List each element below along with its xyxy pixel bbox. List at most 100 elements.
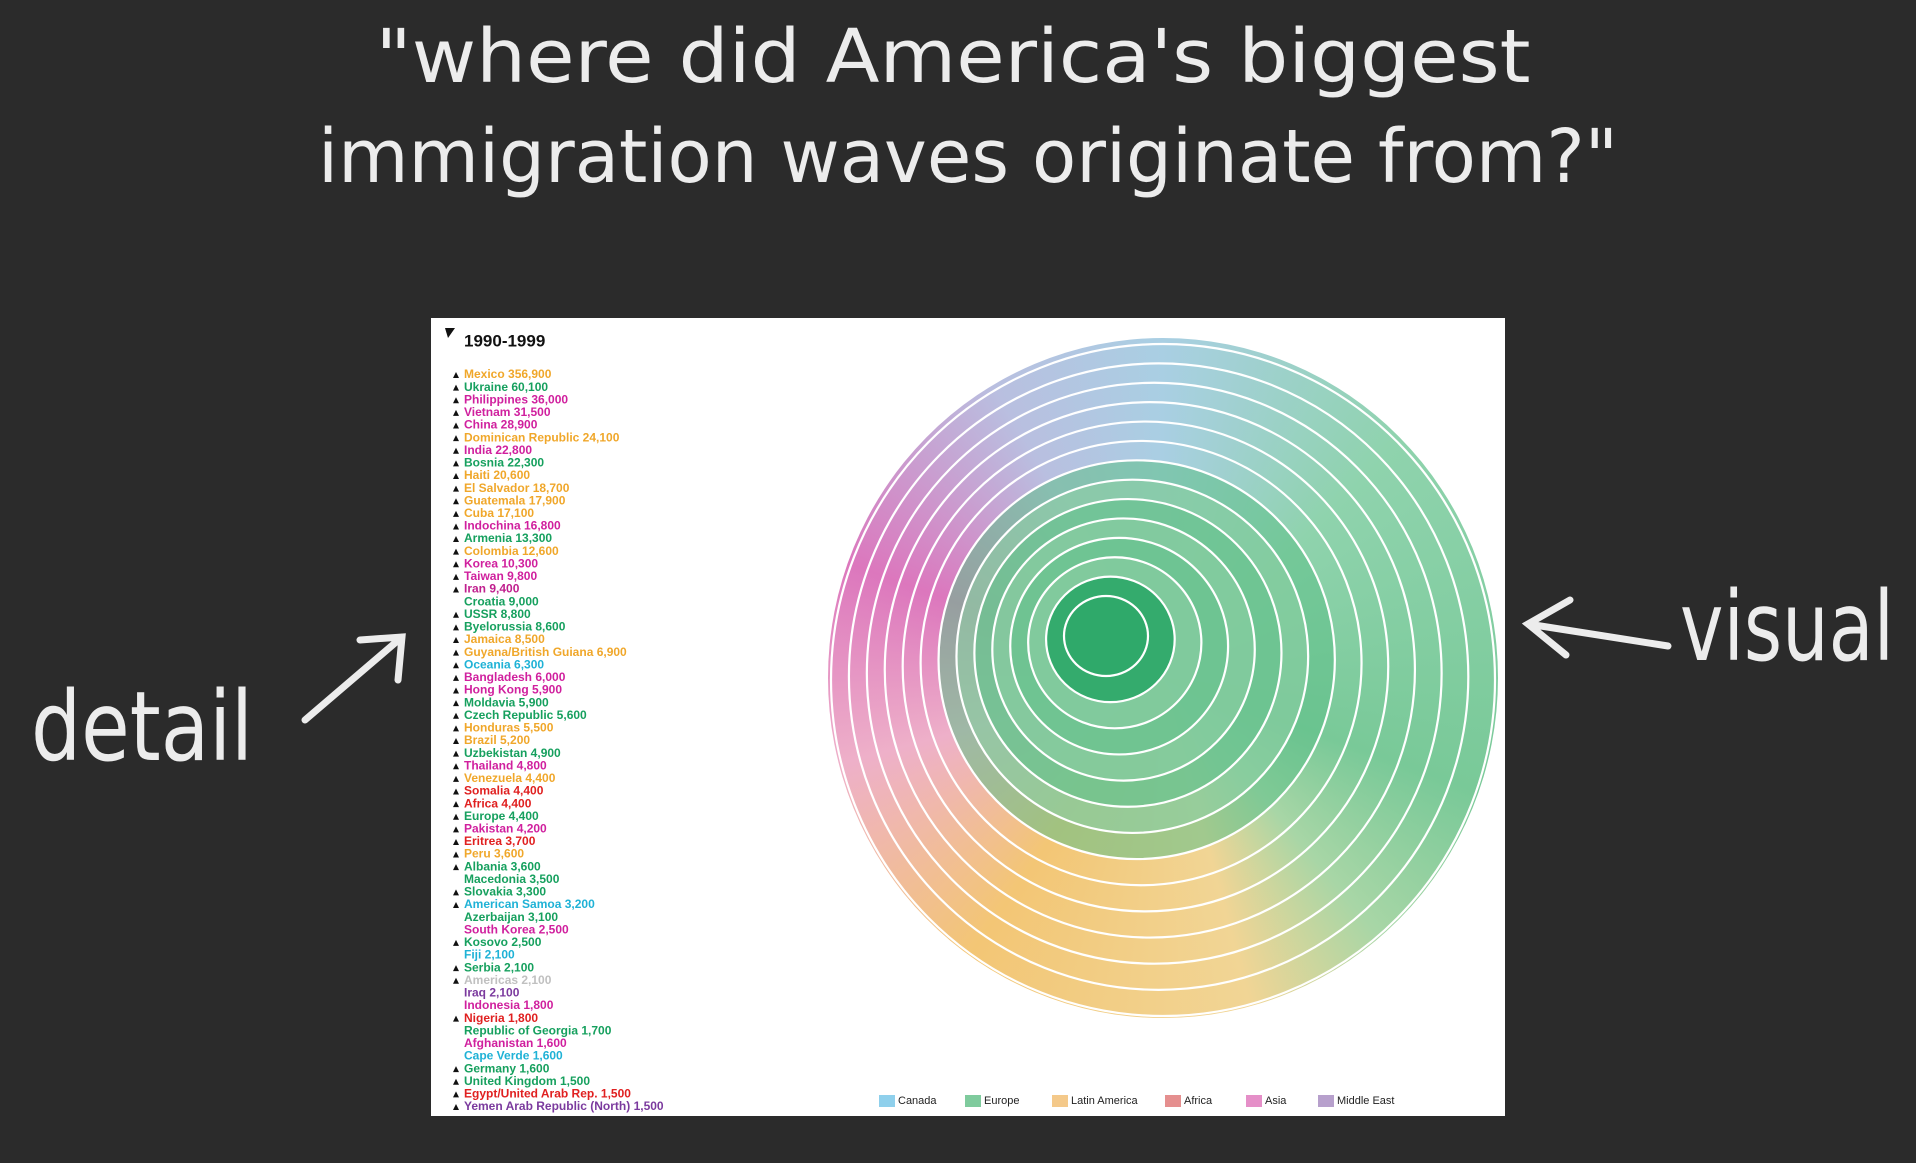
country-entry[interactable]: Indonesia 1,800 [464,998,554,1012]
expand-toggle[interactable] [453,510,459,517]
country-entry[interactable]: Jamaica 8,500 [464,632,545,646]
country-entry[interactable]: Iraq 2,100 [464,986,520,1000]
country-entry[interactable]: Mexico 356,900 [464,367,552,381]
country-entry[interactable]: United Kingdom 1,500 [464,1074,590,1088]
expand-toggle[interactable] [453,939,459,946]
expand-toggle[interactable] [453,1091,459,1098]
country-entry[interactable]: Iran 9,400 [464,582,520,596]
country-entry[interactable]: Brazil 5,200 [464,733,530,747]
country-entry[interactable]: Guyana/British Guiana 6,900 [464,645,627,659]
country-entry[interactable]: Americas 2,100 [464,973,552,987]
expand-toggle[interactable] [453,1015,459,1022]
expand-toggle[interactable] [453,409,459,416]
expand-toggle[interactable] [453,864,459,871]
country-entry[interactable]: Somalia 4,400 [464,784,544,798]
country-entry[interactable]: Honduras 5,500 [464,721,554,735]
country-entry[interactable]: Yemen Arab Republic (North) 1,500 [464,1099,664,1113]
expand-toggle[interactable] [453,637,459,644]
country-entry[interactable]: Haiti 20,600 [464,468,530,482]
expand-toggle[interactable] [453,725,459,732]
country-entry[interactable]: Venezuela 4,400 [464,771,556,785]
country-entry[interactable]: Eritrea 3,700 [464,834,536,848]
country-entry[interactable]: Azerbaijan 3,100 [464,910,558,924]
expand-toggle[interactable] [453,965,459,972]
expand-toggle[interactable] [453,624,459,631]
country-entry[interactable]: USSR 8,800 [464,607,531,621]
country-entry[interactable]: India 22,800 [464,443,532,457]
expand-toggle[interactable] [453,662,459,669]
expand-toggle[interactable] [453,536,459,543]
expand-toggle[interactable] [453,851,459,858]
expand-toggle[interactable] [453,700,459,707]
collapse-toggle[interactable] [445,328,455,338]
country-entry[interactable]: Macedonia 3,500 [464,872,560,886]
expand-toggle[interactable] [453,712,459,719]
country-entry[interactable]: Colombia 12,600 [464,544,559,558]
country-entry[interactable]: Thailand 4,800 [464,758,547,772]
country-entry[interactable]: Taiwan 9,800 [464,569,537,583]
country-entry[interactable]: South Korea 2,500 [464,922,569,936]
expand-toggle[interactable] [453,460,459,467]
expand-toggle[interactable] [453,737,459,744]
country-entry[interactable]: Serbia 2,100 [464,960,534,974]
expand-toggle[interactable] [453,523,459,530]
expand-toggle[interactable] [453,826,459,833]
expand-toggle[interactable] [453,687,459,694]
expand-toggle[interactable] [453,763,459,770]
country-entry[interactable]: Uzbekistan 4,900 [464,746,561,760]
expand-toggle[interactable] [453,838,459,845]
expand-toggle[interactable] [453,977,459,984]
country-entry[interactable]: Republic of Georgia 1,700 [464,1023,612,1037]
expand-toggle[interactable] [453,586,459,593]
expand-toggle[interactable] [453,674,459,681]
expand-toggle[interactable] [453,611,459,618]
country-entry[interactable]: American Samoa 3,200 [464,897,595,911]
expand-toggle[interactable] [453,788,459,795]
expand-toggle[interactable] [453,889,459,896]
country-entry[interactable]: Armenia 13,300 [464,531,552,545]
country-entry[interactable]: Nigeria 1,800 [464,1011,538,1025]
country-entry[interactable]: Europe 4,400 [464,809,539,823]
expand-toggle[interactable] [453,372,459,378]
country-entry[interactable]: Moldavia 5,900 [464,695,549,709]
country-entry[interactable]: Pakistan 4,200 [464,821,547,835]
country-entry[interactable]: Cuba 17,100 [464,506,534,520]
expand-toggle[interactable] [453,1066,459,1073]
country-entry[interactable]: Bosnia 22,300 [464,456,544,470]
expand-toggle[interactable] [453,498,459,505]
country-entry[interactable]: Croatia 9,000 [464,594,539,608]
country-entry[interactable]: Peru 3,600 [464,847,524,861]
country-entry[interactable]: Byelorussia 8,600 [464,620,566,634]
country-entry[interactable]: Egypt/United Arab Rep. 1,500 [464,1087,631,1101]
expand-toggle[interactable] [453,750,459,757]
expand-toggle[interactable] [453,447,459,454]
expand-toggle[interactable] [453,548,459,555]
period-heading[interactable]: 1990-1999 [464,331,545,350]
country-entry[interactable]: Germany 1,600 [464,1061,550,1075]
country-entry[interactable]: Hong Kong 5,900 [464,683,562,697]
country-entry[interactable]: Guatemala 17,900 [464,493,566,507]
country-entry[interactable]: Kosovo 2,500 [464,935,542,949]
expand-toggle[interactable] [453,813,459,820]
expand-toggle[interactable] [453,435,459,442]
expand-toggle[interactable] [453,472,459,479]
expand-toggle[interactable] [453,561,459,568]
expand-toggle[interactable] [453,902,459,909]
country-entry[interactable]: Czech Republic 5,600 [464,708,587,722]
country-entry[interactable]: Bangladesh 6,000 [464,670,566,684]
country-entry[interactable]: Indochina 16,800 [464,519,561,533]
expand-toggle[interactable] [453,801,459,808]
expand-toggle[interactable] [453,485,459,492]
expand-toggle[interactable] [453,384,459,391]
country-entry[interactable]: China 28,900 [464,418,538,432]
expand-toggle[interactable] [453,775,459,782]
expand-toggle[interactable] [453,573,459,580]
country-entry[interactable]: Oceania 6,300 [464,657,544,671]
expand-toggle[interactable] [453,649,459,656]
country-entry[interactable]: Albania 3,600 [464,859,541,873]
country-entry[interactable]: Dominican Republic 24,100 [464,430,620,444]
expand-toggle[interactable] [453,397,459,404]
country-entry[interactable]: Philippines 36,000 [464,392,568,406]
country-entry[interactable]: Ukraine 60,100 [464,380,548,394]
country-entry[interactable]: El Salvador 18,700 [464,481,570,495]
